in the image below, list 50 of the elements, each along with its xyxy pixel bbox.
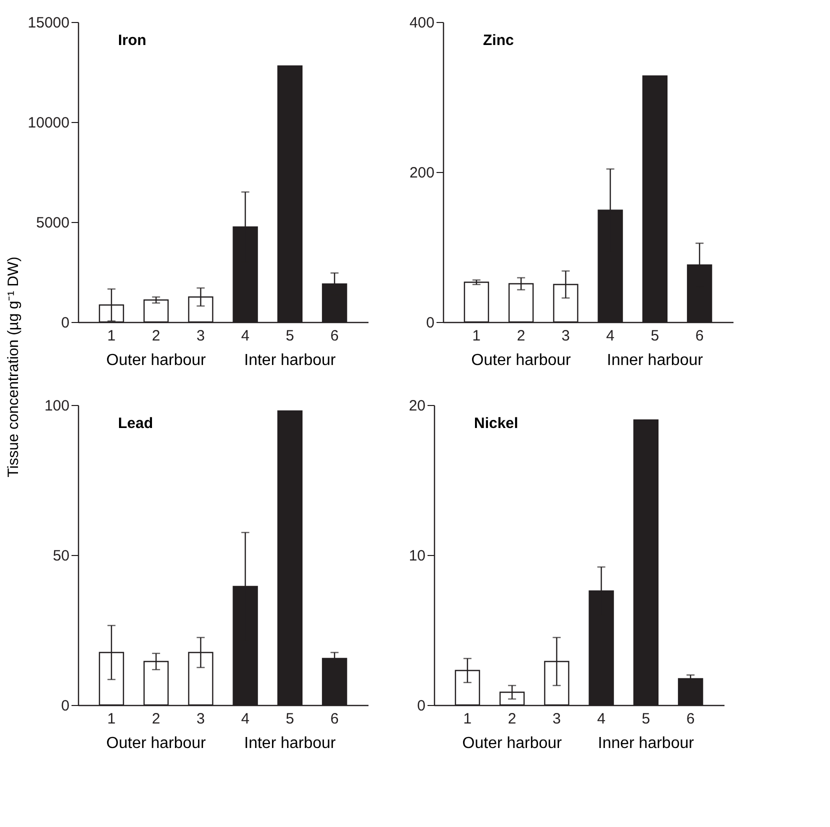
x-tick-label: 1 (472, 328, 481, 344)
x-tick-label: 1 (463, 710, 472, 728)
x-tick-label: 2 (516, 328, 526, 344)
y-tick-label: 10000 (28, 114, 70, 132)
x-tick-label: 4 (606, 328, 614, 344)
x-tick-label: 1 (107, 710, 116, 728)
text: Outer harbour (106, 352, 207, 369)
y-tick-label: 50 (52, 548, 70, 564)
text: Inner harbour (606, 352, 704, 369)
x-tick-label: 4 (241, 328, 250, 344)
x-tick-label: 4 (597, 710, 606, 728)
x-tick-label: 3 (562, 328, 570, 344)
y-tick-label: 0 (61, 698, 70, 714)
x-tick-label: 2 (152, 710, 160, 728)
x-tick-label: 5 (286, 710, 294, 728)
x-tick-label: 3 (196, 710, 205, 728)
text: Outer harbour (462, 735, 563, 752)
x-tick-label: 6 (686, 710, 695, 728)
y-tick-label: 0 (417, 698, 426, 714)
text: Inner harbour (598, 735, 695, 752)
y-tick-label: 400 (409, 14, 434, 32)
text: Outer harbour (471, 352, 572, 369)
y-tick-label: 15000 (28, 14, 70, 32)
x-tick-label: 6 (695, 328, 704, 344)
text: Nickel (474, 415, 518, 432)
x-tick-label: 2 (508, 710, 516, 728)
x-tick-label: 1 (107, 328, 116, 344)
y-tick-label: 100 (44, 398, 70, 414)
y-tick-label: 0 (61, 314, 70, 332)
x-tick-label: 5 (650, 328, 660, 344)
x-tick-label: 6 (330, 328, 339, 344)
y-tick-label: 20 (408, 398, 426, 414)
x-tick-label: 4 (241, 710, 250, 728)
x-tick-label: 6 (330, 710, 339, 728)
text: Zinc (483, 32, 514, 49)
y-tick-label: 5000 (36, 214, 70, 232)
text: Outer harbour (106, 735, 207, 752)
y-axis-title: Tissue concentration (µg g⁻¹ DW) (5, 256, 22, 478)
y-tick-label: 10 (408, 548, 426, 564)
x-tick-label: 2 (152, 328, 160, 344)
x-tick-label: 5 (286, 328, 294, 344)
text: Inter harbour (244, 735, 336, 752)
x-tick-label: 5 (642, 710, 650, 728)
y-tick-label: 0 (426, 314, 434, 332)
y-tick-label: 200 (409, 164, 434, 182)
text: Iron (118, 32, 146, 49)
text: Inter harbour (244, 352, 336, 369)
x-tick-label: 3 (552, 710, 561, 728)
x-tick-label: 3 (196, 328, 205, 344)
text: Lead (118, 415, 154, 432)
